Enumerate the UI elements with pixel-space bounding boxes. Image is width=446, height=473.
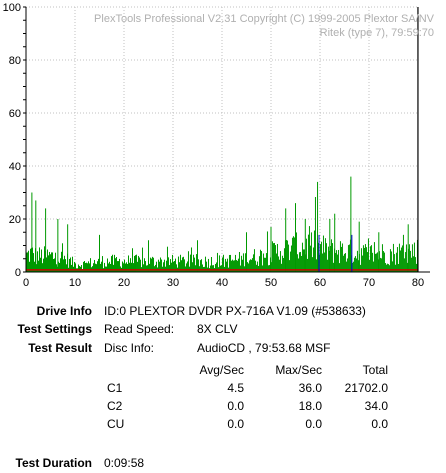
test-duration-value: 0:09:58 (104, 456, 145, 470)
x-tick-label: 10 (69, 277, 81, 289)
row-cu-max: 0.0 (305, 417, 322, 431)
row-c2-total: 34.0 (364, 399, 388, 413)
row-cu-name: CU (107, 417, 125, 431)
chart-title: PlexTools Professional V2.31 Copyright (… (94, 13, 435, 25)
header-total: Total (362, 363, 388, 377)
drive-info-value: ID:0 PLEXTOR DVDR PX-716A V1.09 (#538633… (104, 304, 366, 318)
x-tick-label: 60 (314, 277, 326, 289)
row-c1-total: 21702.0 (344, 381, 388, 395)
y-tick-label: 0 (15, 267, 21, 279)
drive-info-label: Drive Info (36, 304, 92, 318)
y-tick-label: 40 (9, 161, 21, 173)
row-c1-max: 36.0 (298, 381, 322, 395)
error-rate-chart: 100 80 60 40 20 0 0 10 20 30 40 50 60 70 80 PlexTools… (3, 2, 435, 289)
x-tick-label: 20 (118, 277, 130, 289)
disc-info-value: AudioCD , 79:53.68 MSF (197, 341, 331, 355)
test-duration-label: Test Duration (15, 456, 92, 470)
x-tick-label: 70 (363, 277, 375, 289)
y-tick-label: 60 (9, 108, 21, 120)
header-avg: Avg/Sec (199, 363, 244, 377)
read-speed-label: Read Speed: (104, 322, 175, 336)
x-tick-label: 50 (265, 277, 277, 289)
x-tick-label: 40 (216, 277, 228, 289)
disc-info-label: Disc Info: (104, 341, 155, 355)
read-speed-value: 8X CLV (197, 322, 238, 336)
x-tick-label: 0 (23, 277, 29, 289)
header-max: Max/Sec (275, 363, 322, 377)
x-tick-labels: 0 10 20 30 40 50 60 70 80 (23, 277, 424, 289)
row-cu-total: 0.0 (371, 417, 388, 431)
chart-subtitle: Ritek (type 7), 79:59:70 (320, 27, 434, 39)
x-tick-label: 80 (412, 277, 424, 289)
row-c1-name: C1 (107, 381, 123, 395)
test-settings-label: Test Settings (17, 322, 92, 336)
y-tick-label: 80 (9, 55, 21, 67)
test-result-label: Test Result (28, 341, 92, 355)
row-c2-max: 18.0 (298, 399, 322, 413)
chart-axes (23, 6, 430, 273)
y-tick-labels: 100 80 60 40 20 0 (3, 2, 21, 279)
y-tick-label: 100 (3, 2, 21, 14)
row-c2-avg: 0.0 (227, 399, 244, 413)
row-cu-avg: 0.0 (227, 417, 244, 431)
y-tick-label: 20 (9, 214, 21, 226)
chart-markers (318, 7, 419, 272)
x-tick-label: 30 (167, 277, 179, 289)
row-c2-name: C2 (107, 399, 123, 413)
row-c1-avg: 4.5 (227, 381, 244, 395)
